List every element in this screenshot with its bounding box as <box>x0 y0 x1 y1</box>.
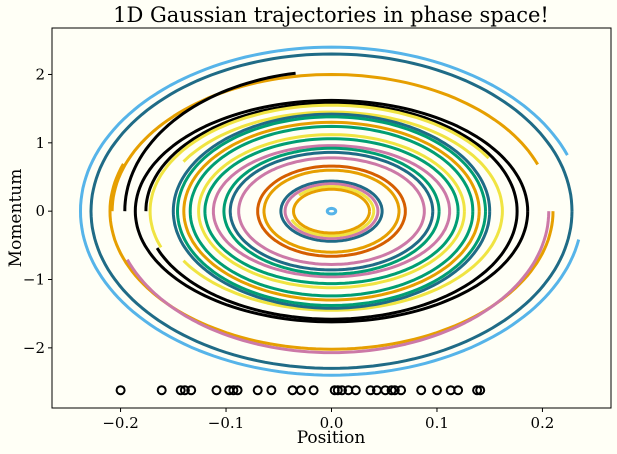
initial-position-marker <box>396 385 407 396</box>
trajectory-10 <box>182 110 504 312</box>
y-tick-label: 0 <box>35 202 45 220</box>
trajectory-26 <box>292 187 371 235</box>
initial-position-marker <box>365 385 376 396</box>
initial-position-marker <box>389 385 400 396</box>
y-tick-label: 1 <box>35 134 45 152</box>
initial-position-marker <box>308 385 319 396</box>
initial-position-marker <box>350 385 361 396</box>
trajectory-7 <box>133 98 530 324</box>
x-tick-label: −0.2 <box>102 414 138 432</box>
initial-position-marker <box>453 385 464 396</box>
initial-position-marker <box>179 385 190 396</box>
x-tick-label: 0.2 <box>531 414 555 432</box>
initial-position-marker <box>295 385 306 396</box>
trajectory-15 <box>197 133 466 290</box>
y-tick-label: 2 <box>35 65 45 83</box>
x-tick-label: −0.1 <box>208 414 244 432</box>
trajectory-12 <box>176 115 487 307</box>
y-tick-label: −2 <box>23 339 45 357</box>
trajectory-2 <box>89 52 574 370</box>
trajectory-8 <box>144 101 519 321</box>
trajectory-6 <box>123 71 296 212</box>
initial-position-marker <box>332 385 343 396</box>
trajectory-22 <box>262 168 401 254</box>
trajectory-17 <box>211 144 452 279</box>
trajectory-19 <box>228 150 435 272</box>
initial-position-marker <box>416 385 427 396</box>
initial-position-marker <box>186 385 197 396</box>
trajectory-25 <box>290 185 376 238</box>
trajectory-18 <box>222 146 441 276</box>
trajectory-20 <box>237 156 426 266</box>
initial-position-marker <box>228 385 239 396</box>
initial-position-marker <box>115 385 126 396</box>
initial-position-marker <box>252 385 263 396</box>
x-axis-ticks: −0.2 −0.1 0.0 0.1 0.2 <box>102 408 554 432</box>
initial-position-marker <box>211 385 222 396</box>
trajectory-5 <box>126 211 551 355</box>
x-tick-label: 0.1 <box>425 414 449 432</box>
y-axis-label: Momentum <box>6 169 26 268</box>
initial-position-marker <box>337 385 347 396</box>
trajectory-4 <box>110 73 539 212</box>
chart-title: 1D Gaussian trajectories in phase space! <box>113 3 549 27</box>
trajectory-1 <box>79 45 581 377</box>
initial-position-marker <box>266 385 277 396</box>
trajectory-21 <box>256 164 407 258</box>
trajectory-9 <box>148 103 490 249</box>
trajectory-23 <box>279 179 384 243</box>
x-axis-label: Position <box>297 428 366 448</box>
initial-position-marker <box>472 385 483 396</box>
initial-position-marker <box>475 385 486 396</box>
initial-position-marker <box>380 385 391 396</box>
y-tick-label: −1 <box>23 271 45 289</box>
trajectory-11 <box>171 112 492 310</box>
trajectory-24 <box>283 182 380 240</box>
y-axis-ticks: −2 −1 0 1 2 <box>23 65 52 357</box>
trajectory-16 <box>203 137 460 286</box>
initial-position-marker <box>175 385 186 396</box>
initial-position-marker <box>386 385 397 396</box>
initial-position-marker <box>432 385 442 396</box>
trajectory-13 <box>182 120 481 302</box>
initial-position-marker <box>232 385 243 396</box>
initial-position-marker <box>156 385 167 396</box>
x-tick-label: 0.0 <box>320 414 344 432</box>
initial-position-markers <box>115 385 486 396</box>
trajectory-27 <box>325 206 338 216</box>
trajectory-14 <box>188 124 475 298</box>
trajectories <box>79 45 581 377</box>
